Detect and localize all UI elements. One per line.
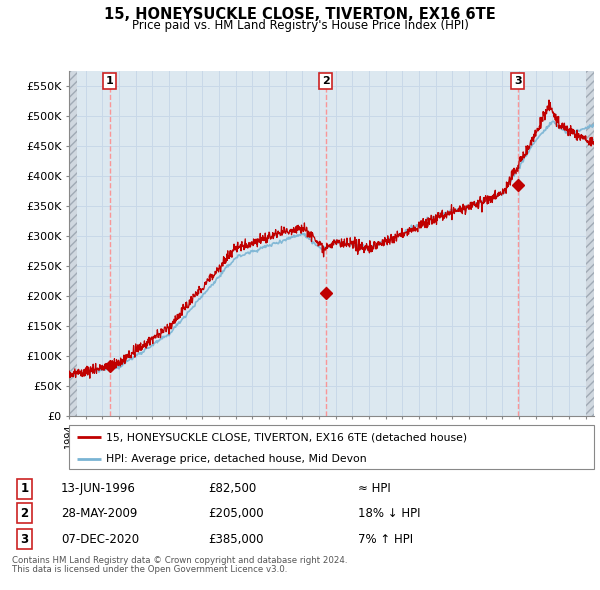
Text: 3: 3 bbox=[514, 76, 521, 86]
Text: Contains HM Land Registry data © Crown copyright and database right 2024.: Contains HM Land Registry data © Crown c… bbox=[12, 556, 347, 565]
Bar bbox=[586, 71, 596, 416]
Text: This data is licensed under the Open Government Licence v3.0.: This data is licensed under the Open Gov… bbox=[12, 565, 287, 574]
Text: 2: 2 bbox=[322, 76, 330, 86]
Text: 1: 1 bbox=[106, 76, 114, 86]
Text: 13-JUN-1996: 13-JUN-1996 bbox=[61, 482, 136, 495]
Text: HPI: Average price, detached house, Mid Devon: HPI: Average price, detached house, Mid … bbox=[106, 454, 367, 464]
Text: 2: 2 bbox=[20, 507, 29, 520]
Text: £82,500: £82,500 bbox=[208, 482, 256, 495]
Text: 15, HONEYSUCKLE CLOSE, TIVERTON, EX16 6TE: 15, HONEYSUCKLE CLOSE, TIVERTON, EX16 6T… bbox=[104, 7, 496, 22]
Text: ≈ HPI: ≈ HPI bbox=[358, 482, 391, 495]
Text: 28-MAY-2009: 28-MAY-2009 bbox=[61, 507, 137, 520]
Text: 18% ↓ HPI: 18% ↓ HPI bbox=[358, 507, 420, 520]
Text: 07-DEC-2020: 07-DEC-2020 bbox=[61, 533, 139, 546]
Text: 3: 3 bbox=[20, 533, 29, 546]
Text: 7% ↑ HPI: 7% ↑ HPI bbox=[358, 533, 413, 546]
Text: £385,000: £385,000 bbox=[208, 533, 263, 546]
Text: Price paid vs. HM Land Registry's House Price Index (HPI): Price paid vs. HM Land Registry's House … bbox=[131, 19, 469, 32]
Text: 1: 1 bbox=[20, 482, 29, 495]
Bar bbox=[69, 71, 77, 416]
Text: 15, HONEYSUCKLE CLOSE, TIVERTON, EX16 6TE (detached house): 15, HONEYSUCKLE CLOSE, TIVERTON, EX16 6T… bbox=[106, 432, 467, 442]
Text: £205,000: £205,000 bbox=[208, 507, 263, 520]
